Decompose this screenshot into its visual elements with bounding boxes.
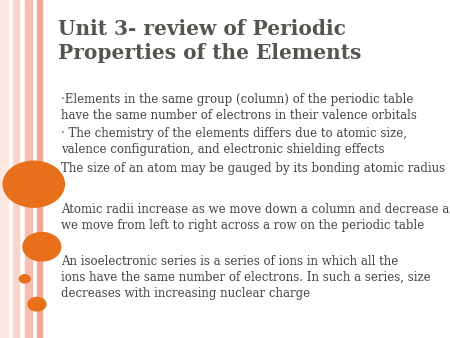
Bar [0,0,8,338]
Circle shape [19,275,30,283]
Text: ·Elements in the same group (column) of the periodic table
have the same number : ·Elements in the same group (column) of … [61,93,417,122]
Circle shape [3,161,64,207]
Text: · The chemistry of the elements differs due to atomic size,
valence configuratio: · The chemistry of the elements differs … [61,127,407,156]
Text: Atomic radii increase as we move down a column and decrease as
we move from left: Atomic radii increase as we move down a … [61,203,450,232]
Bar [25,0,32,338]
Text: An isoelectronic series is a series of ions in which all the
ions have the same : An isoelectronic series is a series of i… [61,255,430,300]
Circle shape [23,233,61,261]
Bar [37,0,42,338]
Bar [13,0,19,338]
Text: Unit 3- review of Periodic
Properties of the Elements: Unit 3- review of Periodic Properties of… [58,19,362,63]
Circle shape [28,297,46,311]
Text: The size of an atom may be gauged by its bonding atomic radius: The size of an atom may be gauged by its… [61,162,445,175]
